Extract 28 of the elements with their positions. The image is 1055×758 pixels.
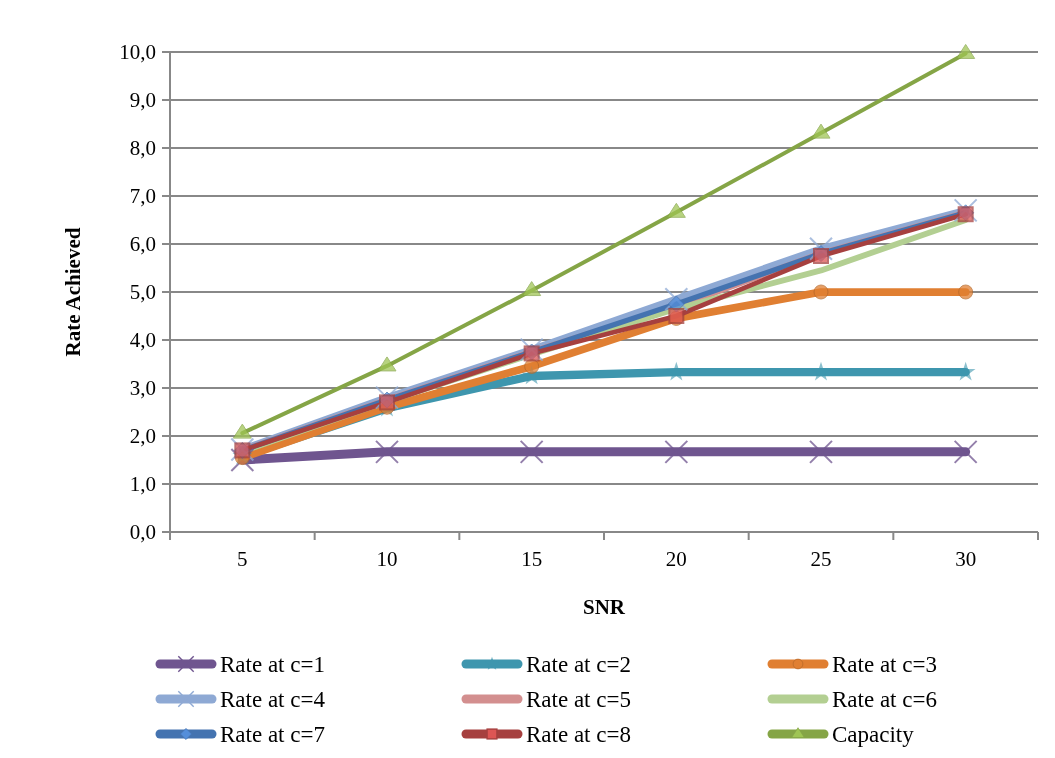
x-tick-label: 10 bbox=[376, 547, 398, 571]
legend-label: Capacity bbox=[832, 722, 915, 748]
legend-label: Rate at c=1 bbox=[220, 652, 325, 678]
y-tick-label: 5,0 bbox=[129, 280, 156, 305]
x-tick-label: 25 bbox=[810, 547, 832, 571]
legend-label: Rate at c=5 bbox=[526, 687, 631, 713]
y-tick-label: 8,0 bbox=[129, 136, 156, 161]
y-tick-label: 2,0 bbox=[129, 424, 156, 449]
x-tick-label: 20 bbox=[665, 547, 687, 571]
x-tick-label: 5 bbox=[237, 547, 248, 571]
y-tick-label: 7,0 bbox=[129, 184, 156, 209]
legend-label: Rate at c=8 bbox=[526, 722, 631, 748]
y-tick-label: 10,0 bbox=[119, 40, 156, 65]
legend-label: Rate at c=3 bbox=[832, 652, 937, 678]
legend-label: Rate at c=2 bbox=[526, 652, 631, 678]
y-tick-label: 3,0 bbox=[129, 376, 156, 401]
legend-label: Rate at c=7 bbox=[220, 722, 325, 748]
x-axis-title: SNR bbox=[582, 595, 626, 619]
x-tick-label: 15 bbox=[521, 547, 543, 571]
y-tick-label: 1,0 bbox=[129, 472, 156, 497]
legend-label: Rate at c=4 bbox=[220, 687, 326, 713]
y-tick-label: 6,0 bbox=[129, 232, 156, 257]
y-tick-label: 9,0 bbox=[129, 88, 156, 113]
legend-label: Rate at c=6 bbox=[832, 687, 937, 713]
x-tick-label: 30 bbox=[955, 547, 977, 571]
y-tick-label: 4,0 bbox=[129, 328, 156, 353]
y-tick-label: 0,0 bbox=[129, 520, 156, 545]
y-axis-title: Rate Achieved bbox=[61, 227, 85, 357]
